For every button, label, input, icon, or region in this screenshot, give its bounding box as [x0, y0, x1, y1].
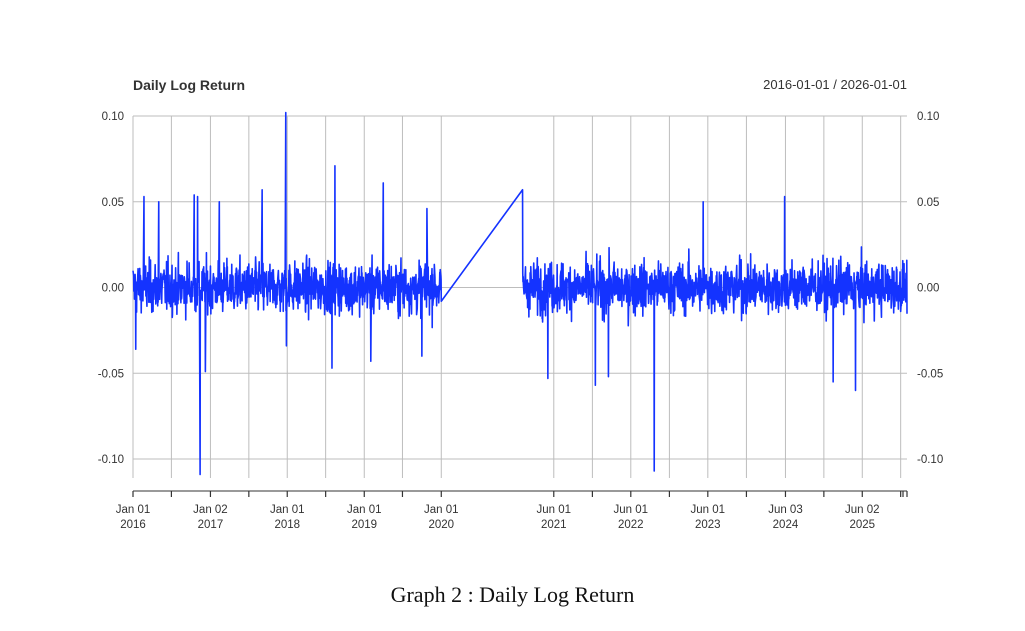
- y-tick-label: 0.10: [102, 111, 124, 123]
- x-tick-label: Jan 01: [424, 504, 459, 516]
- y-tick-label: 0.00: [102, 283, 124, 295]
- y-tick-label: -0.05: [917, 368, 943, 380]
- x-tick-label-year: 2022: [618, 519, 644, 531]
- y-tick-label: 0.10: [917, 111, 939, 123]
- x-tick-label: Jun 02: [845, 504, 880, 516]
- x-tick-label: Jan 01: [270, 504, 305, 516]
- y-tick-label: 0.05: [917, 197, 939, 209]
- y-tick-label: -0.10: [917, 454, 943, 466]
- x-axis: Jan 01 2016 Jan 02 2017 Jan 01 2018 Jan 01 2019…: [116, 490, 908, 531]
- x-tick-label-year: 2023: [695, 519, 721, 531]
- y-axis-left: 0.10 0.05 0.00 -0.05 -0.10: [98, 111, 124, 466]
- x-tick-label-year: 2020: [428, 519, 454, 531]
- x-tick-label-year: 2017: [198, 519, 224, 531]
- y-tick-label: 0.00: [917, 283, 939, 295]
- series-area: [132, 111, 908, 476]
- y-tick-label: -0.10: [98, 454, 124, 466]
- y-tick-label: 0.05: [102, 197, 124, 209]
- x-tick-label-year: 2025: [849, 519, 875, 531]
- x-tick-label: Jun 01: [614, 504, 649, 516]
- x-tick-label: Jun 01: [537, 504, 572, 516]
- series-line: [132, 111, 908, 476]
- y-axis-right: 0.10 0.05 0.00 -0.05 -0.10: [917, 111, 943, 466]
- x-tick-label: Jan 01: [347, 504, 382, 516]
- chart-title: Daily Log Return: [133, 77, 245, 93]
- x-tick-label: Jan 01: [116, 504, 151, 516]
- x-tick-label: Jun 03: [768, 504, 803, 516]
- x-tick-label-year: 2016: [120, 519, 146, 531]
- figure-caption: Graph 2 : Daily Log Return: [390, 582, 635, 607]
- x-tick-label: Jan 02: [193, 504, 228, 516]
- x-tick-label-year: 2021: [541, 519, 567, 531]
- date-range-label: 2016-01-01 / 2026-01-01: [763, 77, 907, 92]
- chart: Daily Log Return 2016-01-01 / 2026-01-01…: [98, 77, 943, 531]
- x-tick-label-year: 2024: [773, 519, 799, 531]
- x-tick-label-year: 2019: [351, 519, 377, 531]
- x-tick-label: Jun 01: [691, 504, 726, 516]
- y-tick-label: -0.05: [98, 368, 124, 380]
- x-tick-label-year: 2018: [274, 519, 300, 531]
